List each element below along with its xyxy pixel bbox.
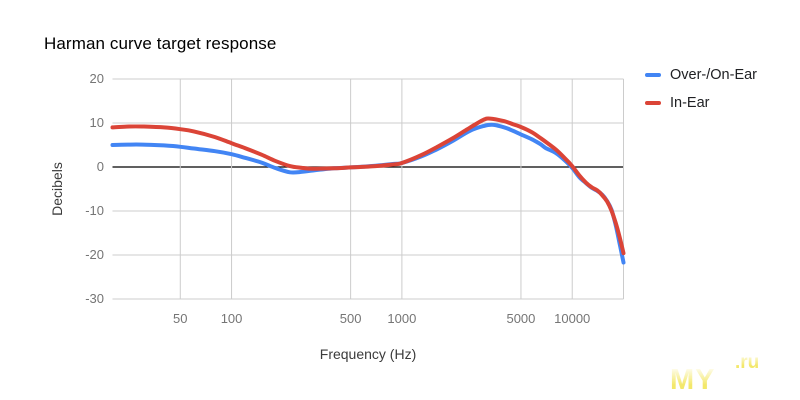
series-line-in-ear: [110, 116, 626, 256]
y-tick-label: -30: [85, 291, 104, 306]
y-tick-label: -20: [85, 247, 104, 262]
y-tick-label: -10: [85, 203, 104, 218]
watermark-my: MY: [670, 364, 716, 396]
x-tick-label: 500: [339, 311, 362, 326]
x-tick-label: 100: [220, 311, 243, 326]
legend-item-over-on-ear: Over-/On-Ear: [645, 65, 757, 85]
y-tick-label: 0: [96, 159, 104, 174]
watermark-ru: .ru: [735, 352, 760, 373]
x-tick-label: 1000: [387, 311, 417, 326]
series-line-over-on-ear: [110, 122, 626, 265]
y-tick-label: 20: [89, 71, 104, 86]
legend-label: Over-/On-Ear: [670, 67, 758, 83]
x-axis-title: Frequency (Hz): [319, 346, 417, 362]
x-tick-label: 5000: [506, 311, 536, 326]
legend-label: In-Ear: [670, 95, 710, 111]
chart-title: Harman curve target response: [44, 34, 277, 53]
legend-swatch-red-icon: [645, 101, 661, 105]
legend-swatch-blue-icon: [645, 73, 661, 77]
x-tick-label: 10000: [554, 311, 591, 326]
y-tick-label: 10: [89, 115, 104, 130]
legend-item-in-ear: In-Ear: [645, 93, 757, 113]
legend: Over-/On-Ear In-Ear: [645, 65, 757, 121]
x-tick-label: 50: [173, 311, 188, 326]
